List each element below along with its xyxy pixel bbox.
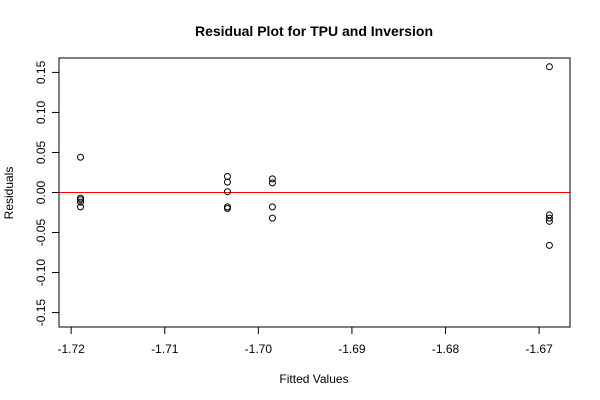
x-tick-label: -1.68 — [432, 342, 460, 356]
y-tick-label: 0.05 — [34, 140, 48, 164]
data-point — [268, 179, 276, 187]
x-tick-label: -1.72 — [57, 342, 85, 356]
data-point — [545, 217, 553, 225]
y-tick-label: -0.15 — [34, 299, 48, 327]
y-tick-label: -0.10 — [34, 259, 48, 287]
data-point — [268, 175, 276, 183]
x-tick-label: -1.70 — [245, 342, 273, 356]
y-tick-label: 0.00 — [34, 180, 48, 204]
x-tick-label: -1.67 — [525, 342, 553, 356]
data-point — [545, 63, 553, 71]
data-point — [223, 188, 231, 196]
data-point — [223, 205, 231, 213]
data-point — [77, 203, 85, 211]
plot-area: -1.72 -1.71 -1.70 -1.69 -1.68 -1.67 -0.15 -0.10… — [34, 57, 571, 356]
x-tick-label: -1.69 — [338, 342, 366, 356]
data-point — [545, 214, 553, 222]
y-axis-label: Residuals — [2, 167, 16, 220]
data-point — [77, 198, 85, 206]
data-point — [77, 196, 85, 204]
y-tick-label: 0.15 — [34, 60, 48, 84]
y-tick-label: -0.05 — [34, 219, 48, 247]
chart-title: Residual Plot for TPU and Inversion — [195, 23, 433, 39]
data-point — [223, 178, 231, 186]
x-tick-label: -1.71 — [151, 342, 179, 356]
x-axis-label: Fitted Values — [279, 372, 348, 386]
data-point — [77, 153, 85, 161]
data-point — [545, 241, 553, 249]
data-point — [268, 203, 276, 211]
y-tick-label: 0.10 — [34, 100, 48, 124]
data-point — [268, 214, 276, 222]
